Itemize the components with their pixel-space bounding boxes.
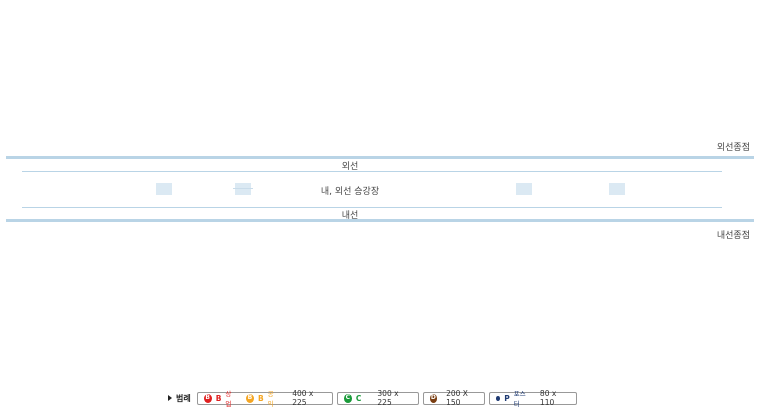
legend-size: 300 x 225 bbox=[377, 389, 399, 407]
legend-item-p: P 포스터 80 x 110 bbox=[488, 389, 577, 408]
inner-platform-edge bbox=[22, 207, 722, 208]
legend-size: 200 X 150 bbox=[446, 389, 468, 407]
b-public-icon: B bbox=[245, 393, 254, 403]
outer-track-rail bbox=[6, 156, 754, 159]
ad-slot[interactable] bbox=[233, 183, 253, 195]
legend-code: B bbox=[215, 393, 222, 403]
outer-terminal-label: 외선종점 bbox=[716, 143, 750, 153]
d-icon: D bbox=[429, 393, 438, 403]
legend-sub: 공익 bbox=[267, 390, 274, 408]
ad-slot[interactable] bbox=[516, 183, 532, 195]
legend-sub: 상업 bbox=[225, 390, 232, 408]
outer-platform-edge bbox=[22, 171, 722, 172]
triangle-bullet-icon bbox=[168, 395, 172, 401]
legend-item-d: D 200 X 150 bbox=[422, 389, 485, 407]
legend-title-text: 범례 bbox=[176, 393, 191, 403]
legend-item-c: C C 300 x 225 bbox=[336, 389, 419, 407]
outer-line-label: 외선 bbox=[341, 162, 359, 172]
inner-track-rail bbox=[6, 219, 754, 222]
inner-terminal-label: 내선종점 bbox=[716, 231, 750, 241]
legend-sub: 포스터 bbox=[513, 390, 526, 408]
b-commercial-icon: B bbox=[203, 393, 212, 403]
legend-title: 범례 bbox=[168, 393, 191, 404]
legend-item-b: B B 상업 B B 공익 400 x 225 bbox=[196, 389, 333, 408]
platform-label: 내, 외선 승강장 bbox=[320, 187, 380, 197]
legend-size: 80 x 110 bbox=[539, 389, 557, 407]
ad-slot[interactable] bbox=[156, 183, 172, 195]
legend-code: C bbox=[355, 393, 362, 403]
inner-line-label: 내선 bbox=[341, 211, 359, 221]
legend-code: P bbox=[504, 393, 510, 403]
legend: 범례 B B 상업 B B 공익 400 x 225 C C 300 x 225… bbox=[168, 389, 577, 408]
poster-dot-icon bbox=[495, 395, 501, 401]
legend-size: 400 x 225 bbox=[292, 389, 314, 407]
c-icon: C bbox=[343, 393, 352, 403]
legend-code: B bbox=[257, 393, 264, 403]
ad-slot[interactable] bbox=[609, 183, 625, 195]
